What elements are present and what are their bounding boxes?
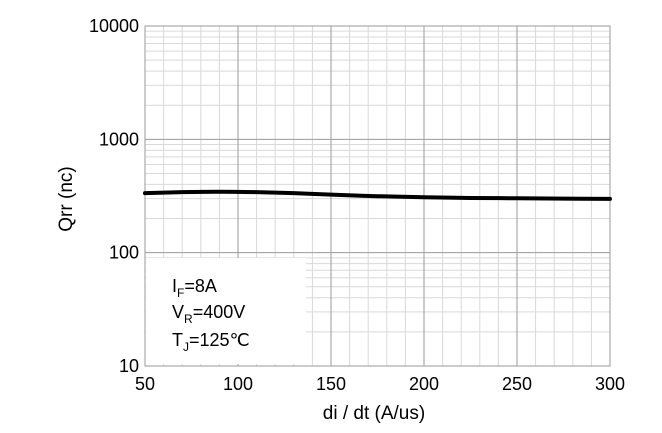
- conditions-box: [146, 258, 306, 364]
- qrr-series-line: [143, 189, 612, 201]
- x-tick-label: 100: [223, 374, 253, 394]
- x-tick-label: 300: [595, 374, 625, 394]
- x-tick-label: 250: [502, 374, 532, 394]
- x-tick-label: 200: [409, 374, 439, 394]
- y-axis-title: Qrr (nc): [56, 166, 77, 231]
- y-tick-label: 10: [119, 356, 139, 376]
- x-tick-label: 50: [135, 374, 155, 394]
- y-tick-label: 1000: [99, 129, 139, 149]
- x-tick-label: 150: [316, 374, 346, 394]
- series-layer: [143, 189, 612, 201]
- condition-tj: TJ=125℃: [172, 330, 250, 354]
- condition-vr: VR=400V: [172, 302, 245, 326]
- x-axis-title: di / dt (A/us): [323, 403, 425, 424]
- plot-border: [144, 25, 611, 367]
- y-tick-label: 10000: [89, 16, 139, 36]
- condition-if: IF=8A: [172, 276, 217, 300]
- tick-labels: 50 100 150 200 250 300 10 100 1000 10000: [89, 16, 625, 394]
- y-tick-label: 100: [109, 243, 139, 263]
